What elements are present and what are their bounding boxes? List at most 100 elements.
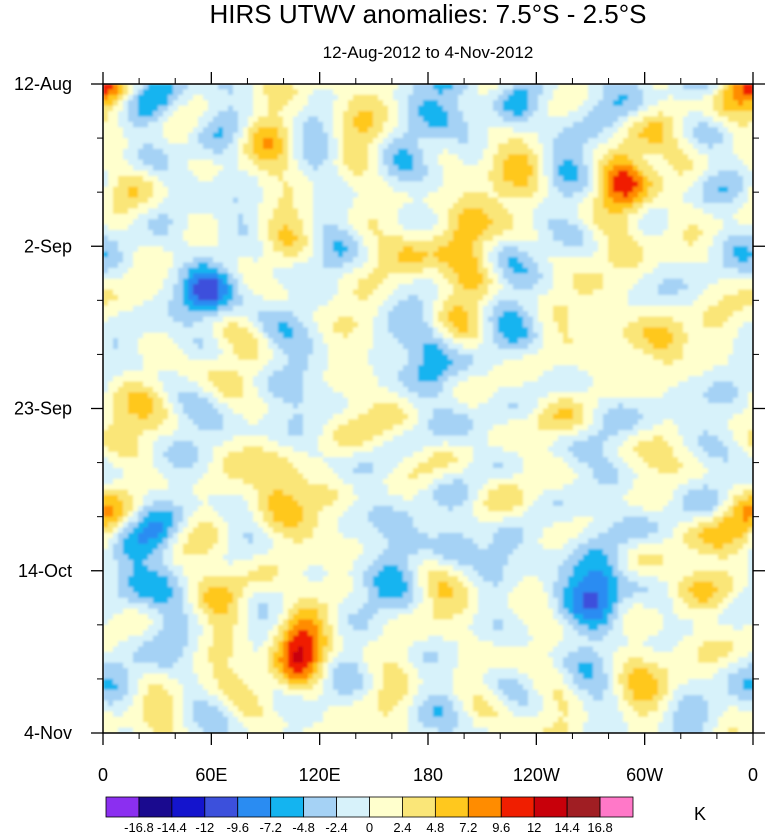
heatmap-cell	[478, 111, 484, 118]
heatmap-cell	[303, 267, 309, 274]
heatmap-cell	[163, 262, 169, 269]
heatmap-cell	[658, 84, 664, 91]
heatmap-cell	[578, 127, 584, 134]
heatmap-cell	[448, 262, 454, 269]
heatmap-cell	[353, 230, 359, 237]
heatmap-cell	[438, 262, 444, 269]
heatmap-cell	[388, 165, 394, 172]
heatmap-cell	[333, 111, 339, 118]
heatmap-cell	[318, 100, 324, 107]
heatmap-cell	[558, 197, 564, 204]
heatmap-cell	[463, 262, 469, 269]
heatmap-cell	[548, 116, 554, 123]
heatmap-cell	[198, 289, 204, 296]
heatmap-cell	[203, 192, 209, 199]
heatmap-cell	[328, 165, 334, 172]
heatmap-cell	[473, 127, 479, 134]
heatmap-cell	[678, 197, 684, 204]
heatmap-cell	[733, 235, 739, 242]
heatmap-cell	[413, 148, 419, 155]
heatmap-cell	[343, 100, 349, 107]
heatmap-cell	[298, 251, 304, 258]
heatmap-cell	[358, 132, 364, 139]
heatmap-cell	[168, 138, 174, 145]
heatmap-cell	[433, 192, 439, 199]
heatmap-cell	[148, 121, 154, 128]
heatmap-cell	[398, 284, 404, 291]
heatmap-cell	[388, 154, 394, 161]
heatmap-cell	[358, 89, 364, 96]
heatmap-cell	[113, 89, 119, 96]
heatmap-cell	[353, 94, 359, 101]
heatmap-cell	[288, 94, 294, 101]
heatmap-cell	[353, 224, 359, 231]
heatmap-cell	[328, 251, 334, 258]
heatmap-cell	[383, 186, 389, 193]
chart-subtitle: 12-Aug-2012 to 4-Nov-2012	[323, 43, 534, 62]
heatmap-cell	[183, 105, 189, 112]
heatmap-cell	[563, 121, 569, 128]
heatmap-cell	[318, 138, 324, 145]
heatmap-cell	[273, 181, 279, 188]
heatmap-cell	[713, 154, 719, 161]
heatmap-cell	[103, 246, 109, 253]
heatmap-cell	[283, 246, 289, 253]
heatmap-cell	[233, 224, 239, 231]
heatmap-cell	[698, 111, 704, 118]
heatmap-cell	[133, 186, 139, 193]
heatmap-cell	[603, 89, 609, 96]
heatmap-cell	[303, 116, 309, 123]
heatmap-cell	[238, 240, 244, 247]
heatmap-cell	[158, 148, 164, 155]
heatmap-cell	[653, 219, 659, 226]
heatmap-cell	[433, 267, 439, 274]
heatmap-cell	[113, 219, 119, 226]
heatmap-cell	[448, 240, 454, 247]
heatmap-cell	[108, 181, 114, 188]
heatmap-cell	[453, 240, 459, 247]
heatmap-cell	[138, 230, 144, 237]
heatmap-cell	[268, 100, 274, 107]
heatmap-cell	[663, 246, 669, 253]
heatmap-cell	[648, 273, 654, 280]
heatmap-cell	[233, 154, 239, 161]
heatmap-cell	[173, 278, 179, 285]
heatmap-cell	[388, 138, 394, 145]
heatmap-cell	[663, 278, 669, 285]
heatmap-cell	[588, 192, 594, 199]
heatmap-cell	[258, 100, 264, 107]
heatmap-cell	[373, 100, 379, 107]
heatmap-cell	[483, 89, 489, 96]
heatmap-cell	[533, 251, 539, 258]
heatmap-cell	[623, 202, 629, 209]
heatmap-cell	[633, 192, 639, 199]
heatmap-cell	[238, 186, 244, 193]
heatmap-cell	[493, 154, 499, 161]
heatmap-cell	[463, 235, 469, 242]
heatmap-cell	[638, 192, 644, 199]
heatmap-cell	[158, 181, 164, 188]
heatmap-cell	[578, 219, 584, 226]
heatmap-cell	[463, 143, 469, 150]
heatmap-cell	[283, 289, 289, 296]
heatmap-cell	[228, 121, 234, 128]
heatmap-cell	[418, 208, 424, 215]
heatmap-cell	[703, 251, 709, 258]
heatmap-cell	[308, 197, 314, 204]
heatmap-cell	[678, 213, 684, 220]
heatmap-cell	[498, 240, 504, 247]
heatmap-cell	[483, 192, 489, 199]
heatmap-cell	[728, 208, 734, 215]
heatmap-cell	[203, 267, 209, 274]
heatmap-cell	[728, 105, 734, 112]
heatmap-cell	[273, 186, 279, 193]
heatmap-cell	[683, 138, 689, 145]
heatmap-cell	[118, 262, 124, 269]
heatmap-cell	[393, 154, 399, 161]
heatmap-cell	[413, 121, 419, 128]
heatmap-cell	[693, 165, 699, 172]
heatmap-cell	[513, 224, 519, 231]
heatmap-cell	[568, 267, 574, 274]
heatmap-cell	[518, 148, 524, 155]
heatmap-cell	[688, 138, 694, 145]
